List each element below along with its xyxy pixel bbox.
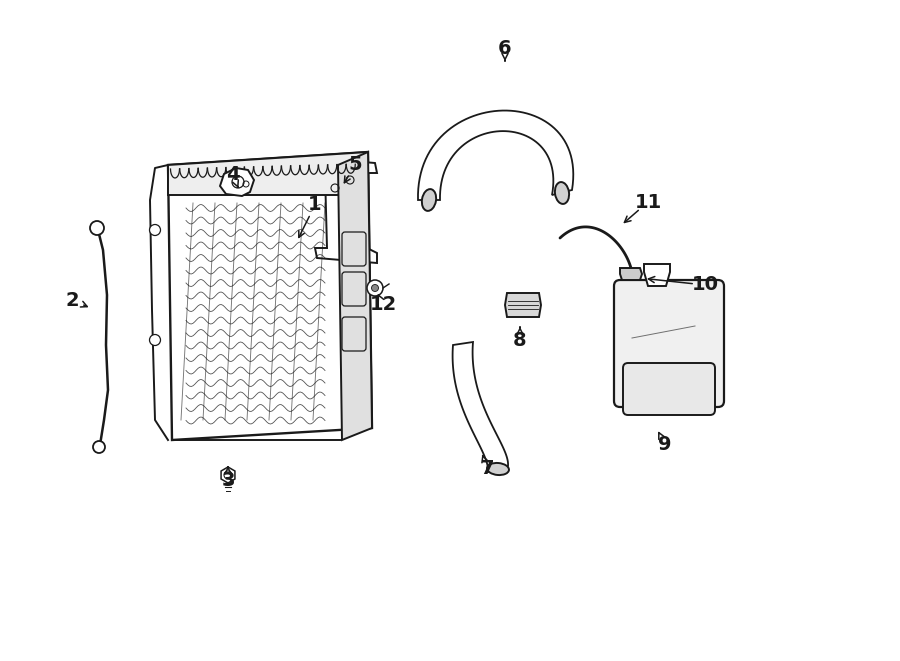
Polygon shape: [644, 264, 670, 286]
Circle shape: [90, 221, 104, 235]
Text: 11: 11: [634, 192, 662, 212]
Text: 5: 5: [348, 155, 362, 175]
FancyBboxPatch shape: [623, 363, 715, 415]
Circle shape: [149, 334, 160, 346]
Circle shape: [149, 225, 160, 235]
Polygon shape: [220, 168, 254, 196]
Polygon shape: [168, 152, 372, 440]
Polygon shape: [221, 467, 235, 483]
Polygon shape: [338, 152, 372, 440]
Text: 8: 8: [513, 330, 526, 350]
Text: 12: 12: [369, 295, 397, 315]
Ellipse shape: [555, 182, 569, 204]
Polygon shape: [315, 158, 377, 263]
Polygon shape: [168, 152, 368, 195]
Polygon shape: [620, 268, 642, 280]
Text: 4: 4: [226, 165, 239, 184]
Polygon shape: [453, 342, 508, 472]
Polygon shape: [505, 293, 541, 317]
Polygon shape: [418, 110, 573, 200]
Circle shape: [372, 284, 379, 292]
Text: 2: 2: [65, 290, 79, 309]
Text: 10: 10: [691, 276, 718, 295]
Text: 6: 6: [499, 38, 512, 58]
Text: 9: 9: [658, 436, 671, 455]
Text: 3: 3: [221, 471, 235, 490]
Ellipse shape: [487, 463, 509, 475]
Text: 1: 1: [308, 196, 322, 215]
Text: 7: 7: [481, 459, 494, 477]
Circle shape: [93, 441, 105, 453]
Circle shape: [367, 280, 383, 296]
FancyBboxPatch shape: [614, 280, 724, 407]
Ellipse shape: [422, 189, 436, 211]
